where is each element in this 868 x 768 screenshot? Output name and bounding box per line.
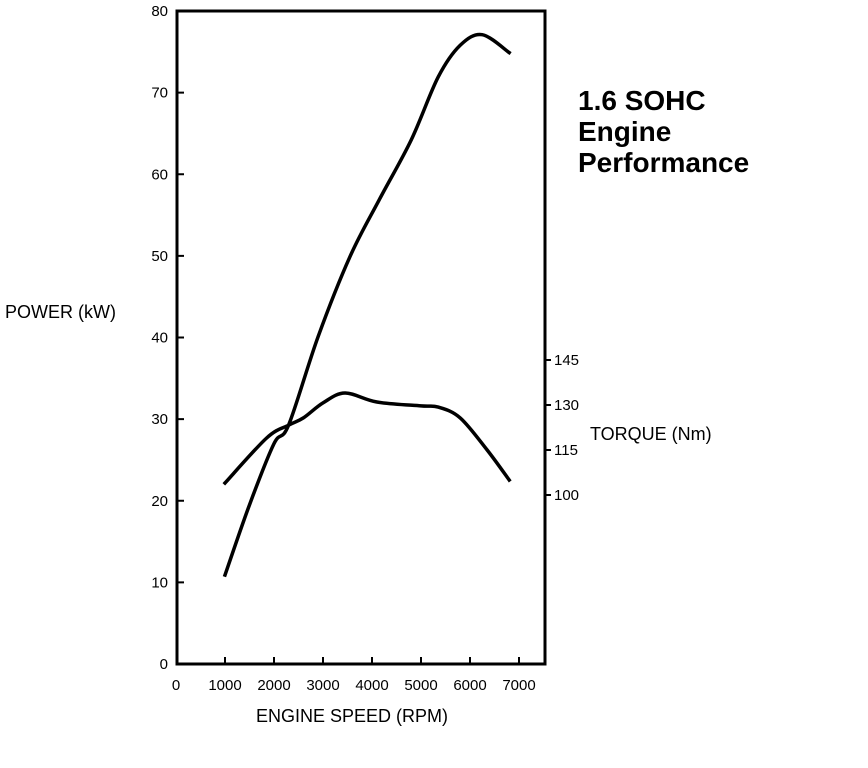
title-line-1: 1.6 SOHC (578, 85, 706, 116)
y2-tick-label: 115 (554, 442, 578, 459)
y-tick-label: 60 (151, 166, 168, 183)
x-axis-label: ENGINE SPEED (RPM) (256, 706, 448, 726)
title-line-2: Engine (578, 116, 671, 147)
y2-tick-label: 130 (554, 397, 579, 414)
x-tick-label: 4000 (355, 677, 388, 694)
y-axis-label: POWER (kW) (5, 302, 116, 322)
x-tick-label: 3000 (306, 677, 339, 694)
y-tick-label: 30 (151, 411, 168, 428)
y-tick-label: 80 (151, 3, 168, 20)
plot-frame (175, 9, 547, 666)
x-tick-label: 5000 (404, 677, 437, 694)
y-tick-label: 20 (151, 493, 168, 510)
y-tick-label: 50 (151, 248, 168, 265)
y2-tick-label: 100 (554, 487, 579, 504)
y2-tick-label: 145 (554, 352, 579, 369)
y-tick-label: 0 (160, 656, 168, 673)
torque-curve (222, 391, 512, 486)
y-tick-label: 10 (151, 574, 168, 591)
x-tick-label: 6000 (453, 677, 486, 694)
title-line-3: Performance (578, 147, 749, 178)
x-tick-label: 2000 (257, 677, 290, 694)
y2-axis-label: TORQUE (Nm) (590, 424, 712, 444)
x-tick-label: 7000 (502, 677, 535, 694)
y-tick-label: 40 (151, 330, 168, 347)
y-tick-label: 70 (151, 85, 168, 102)
power-curve (222, 32, 512, 578)
x-tick-label: 1000 (208, 677, 241, 694)
x-tick-label: 0 (172, 677, 180, 694)
